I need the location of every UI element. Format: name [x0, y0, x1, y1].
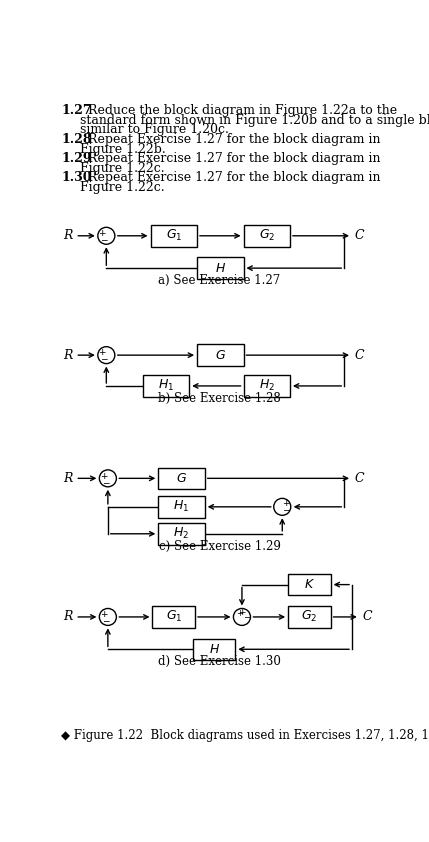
Text: standard form shown in Figure 1.20b and to a single block: standard form shown in Figure 1.20b and … — [80, 114, 429, 127]
Bar — [158, 496, 205, 518]
Text: 1.28: 1.28 — [61, 133, 92, 146]
Text: C: C — [354, 229, 364, 242]
Text: +: + — [100, 472, 108, 481]
Text: $H$: $H$ — [215, 262, 226, 274]
Circle shape — [100, 470, 116, 487]
Text: C: C — [354, 349, 364, 362]
Bar — [193, 638, 236, 660]
Bar — [288, 606, 331, 628]
Text: d) See Exercise 1.30: d) See Exercise 1.30 — [158, 655, 281, 668]
Text: b) See Exercise 1.28: b) See Exercise 1.28 — [158, 392, 281, 405]
Bar — [151, 225, 197, 247]
Text: 1.29: 1.29 — [61, 152, 92, 165]
Text: R: R — [63, 472, 73, 485]
Bar — [197, 258, 244, 279]
Text: +: + — [99, 349, 106, 357]
Text: C: C — [354, 472, 364, 485]
Text: $G_2$: $G_2$ — [301, 610, 317, 625]
Text: Repeat Exercise 1.27 for the block diagram in: Repeat Exercise 1.27 for the block diagr… — [80, 133, 381, 146]
Text: 1.30: 1.30 — [61, 172, 92, 184]
Bar — [152, 606, 195, 628]
Text: +: + — [238, 608, 246, 617]
Text: R: R — [63, 349, 73, 362]
Text: $H_1$: $H_1$ — [173, 499, 190, 514]
Text: $G_1$: $G_1$ — [166, 228, 182, 243]
Text: −: − — [100, 235, 108, 244]
Text: −: − — [282, 506, 289, 514]
Circle shape — [233, 609, 251, 626]
Text: $H$: $H$ — [208, 642, 220, 656]
Text: similar to Figure 1.20c.: similar to Figure 1.20c. — [80, 124, 229, 136]
Text: 1.27: 1.27 — [61, 104, 92, 117]
Bar — [143, 376, 189, 397]
Circle shape — [98, 227, 115, 244]
Circle shape — [98, 347, 115, 364]
Text: −: − — [100, 354, 108, 364]
Text: −: − — [102, 616, 109, 626]
Text: $G_1$: $G_1$ — [166, 610, 182, 625]
Text: $G$: $G$ — [176, 472, 187, 485]
Bar — [197, 344, 244, 366]
Circle shape — [100, 609, 116, 626]
Text: $H_2$: $H_2$ — [173, 526, 190, 541]
Text: ◆ Figure 1.22  Block diagrams used in Exercises 1.27, 1.28, 1.29, and 1.30.: ◆ Figure 1.22 Block diagrams used in Exe… — [61, 728, 429, 742]
Text: c) See Exercise 1.29: c) See Exercise 1.29 — [159, 540, 281, 552]
Text: $H_1$: $H_1$ — [158, 378, 174, 393]
Text: R: R — [63, 229, 73, 242]
Text: $G_2$: $G_2$ — [259, 228, 275, 243]
Text: C: C — [362, 610, 372, 623]
Text: Figure 1.22b.: Figure 1.22b. — [80, 142, 166, 156]
Text: +: + — [100, 610, 108, 619]
Bar — [244, 225, 290, 247]
Text: +: + — [282, 499, 289, 508]
Text: −: − — [102, 478, 109, 487]
Text: Figure 1.22c.: Figure 1.22c. — [80, 162, 165, 175]
Text: $G$: $G$ — [215, 349, 226, 362]
Text: $H_2$: $H_2$ — [259, 378, 275, 393]
Text: R: R — [63, 610, 73, 623]
Text: Repeat Exercise 1.27 for the block diagram in: Repeat Exercise 1.27 for the block diagr… — [80, 152, 381, 165]
Text: a) See Exercise 1.27: a) See Exercise 1.27 — [158, 274, 281, 287]
Text: $K$: $K$ — [304, 578, 315, 591]
Text: +: + — [99, 229, 106, 238]
Circle shape — [274, 498, 291, 515]
Bar — [288, 573, 331, 595]
Text: Repeat Exercise 1.27 for the block diagram in: Repeat Exercise 1.27 for the block diagr… — [80, 172, 381, 184]
Text: +: + — [236, 609, 243, 617]
Text: −: − — [243, 612, 251, 621]
Bar — [158, 467, 205, 489]
Bar — [244, 376, 290, 397]
Bar — [158, 523, 205, 545]
Text: Figure 1.22c.: Figure 1.22c. — [80, 181, 165, 195]
Text: Reduce the block diagram in Figure 1.22a to the: Reduce the block diagram in Figure 1.22a… — [80, 104, 397, 117]
